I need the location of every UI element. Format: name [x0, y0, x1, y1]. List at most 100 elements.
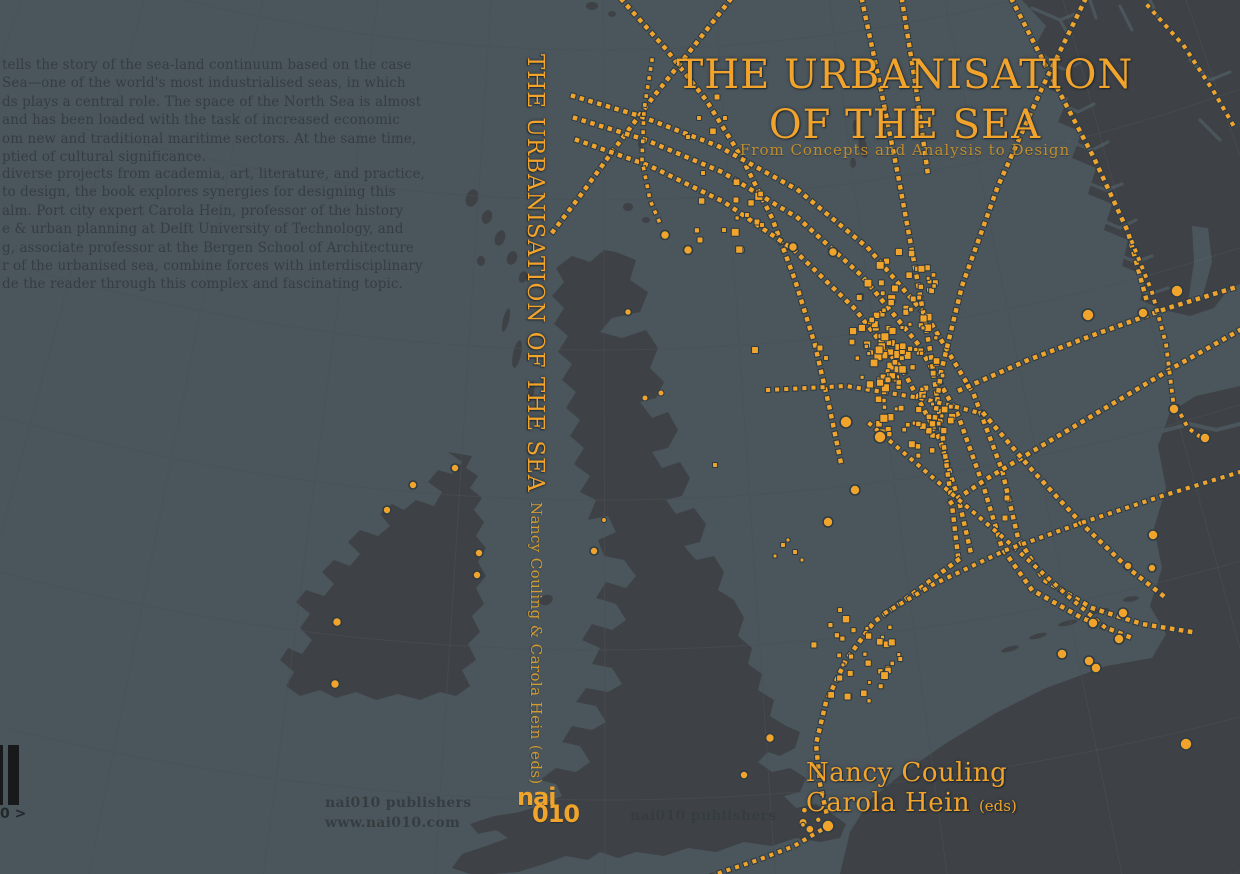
barcode-fragment: 0 >	[0, 806, 27, 822]
platform-square	[743, 211, 751, 219]
route-dotted-line	[572, 115, 1135, 641]
platform-square	[1003, 494, 1011, 502]
platform-square	[887, 298, 895, 307]
port-dot	[1170, 284, 1184, 298]
landmass-continent	[840, 386, 1240, 874]
platform-square	[1001, 514, 1009, 522]
platform-square	[935, 420, 942, 427]
back-publisher-url: www.nai010.com	[325, 815, 461, 831]
platform-square	[880, 671, 890, 681]
landmass-great-britain	[452, 250, 846, 874]
port-dot	[1113, 633, 1125, 645]
platform-square	[869, 358, 879, 368]
spine-title: THE URBANISATION OF THE SEA	[522, 54, 548, 493]
route-dotted-line	[899, 0, 931, 178]
platform-square	[905, 271, 913, 280]
platform-square	[940, 405, 949, 414]
port-dot	[821, 819, 835, 833]
port-dot	[331, 616, 343, 628]
platform-square	[863, 278, 873, 288]
graticule-meridian	[828, 0, 948, 874]
platform-square	[827, 690, 836, 699]
platform-square	[915, 405, 923, 414]
platform-square	[827, 621, 834, 629]
platform-square	[810, 641, 818, 649]
platform-square	[947, 403, 954, 410]
graticule-meridian	[602, 0, 606, 874]
platform-square	[866, 679, 872, 686]
front-title-line1: THE URBANISATION	[676, 52, 1134, 98]
port-dot	[1147, 529, 1159, 541]
back-publisher-name: nai010 publishers	[325, 795, 472, 811]
platform-square	[924, 426, 933, 435]
platform-dot	[799, 821, 806, 828]
platform-square	[915, 452, 922, 459]
platform-square	[904, 421, 911, 428]
platform-square	[898, 355, 905, 362]
platform-square	[915, 420, 922, 428]
route-dotted-line	[942, 327, 1240, 510]
back-publisher: nai010 publishers www.nai010.com	[325, 793, 471, 833]
oslofjord	[1188, 226, 1212, 302]
front-title-line2: OF THE SEA	[768, 102, 1042, 148]
platform-square	[940, 426, 948, 435]
port-dot	[827, 246, 839, 258]
platform-square	[732, 178, 741, 187]
platform-square	[833, 632, 841, 639]
platform-square	[916, 294, 923, 301]
route-dotted-line	[859, 0, 961, 559]
blurb-line: Sea—one of the world's most industrialis…	[2, 75, 406, 92]
port-dot	[450, 463, 460, 473]
platform-square	[897, 655, 904, 663]
platform-square	[877, 683, 884, 690]
platform-dots	[600, 93, 1011, 834]
platform-dot	[815, 816, 822, 824]
port-dot	[408, 480, 418, 490]
platform-square	[709, 127, 717, 136]
port-dot	[1137, 307, 1149, 319]
graticule-meridian	[0, 0, 145, 540]
platform-square	[693, 227, 701, 234]
blurb-line: alm. Port city expert Carola Hein, profe…	[2, 202, 404, 219]
port-dot	[739, 770, 749, 780]
graticule-meridian	[434, 0, 492, 874]
port-dot	[589, 546, 599, 556]
front-author-1: Nancy Couling	[806, 758, 1008, 788]
platform-square	[872, 311, 881, 320]
platform-square	[874, 395, 883, 404]
port-dot	[1083, 655, 1095, 667]
platform-square	[699, 169, 707, 177]
platform-square	[928, 419, 937, 428]
platform-square	[696, 236, 704, 244]
platform-square	[917, 264, 926, 273]
platform-dot	[800, 806, 808, 814]
blurb-line: de the reader through this complex and f…	[2, 276, 403, 293]
platform-square	[816, 344, 824, 352]
front-author-eds: (eds)	[978, 797, 1017, 815]
platform-square	[875, 378, 885, 387]
platform-square	[875, 260, 885, 270]
platform-square	[835, 674, 844, 682]
route-dotted-line	[574, 137, 975, 561]
port-dot	[682, 244, 694, 256]
port-dot	[472, 570, 482, 580]
platform-square	[721, 114, 729, 122]
platform-square	[909, 364, 916, 371]
platform-square	[919, 314, 928, 323]
platform-square	[928, 446, 936, 454]
landmass-norway	[1022, 0, 1240, 316]
platform-square	[841, 614, 851, 624]
blurb-line: r of the urbanised sea, combine forces w…	[2, 258, 423, 275]
platform-square	[757, 190, 765, 198]
graticule-meridian	[944, 0, 1123, 874]
platform-square	[864, 625, 870, 631]
graticule-meridian	[262, 0, 379, 874]
route-dotted-line	[1129, 239, 1205, 441]
route-dotted-line	[877, 469, 1240, 619]
platform-square	[866, 698, 872, 704]
platform-square	[732, 196, 740, 204]
blurb-line: diverse projects from academia, art, lit…	[2, 166, 425, 182]
graticule-meridian	[828, 0, 948, 874]
